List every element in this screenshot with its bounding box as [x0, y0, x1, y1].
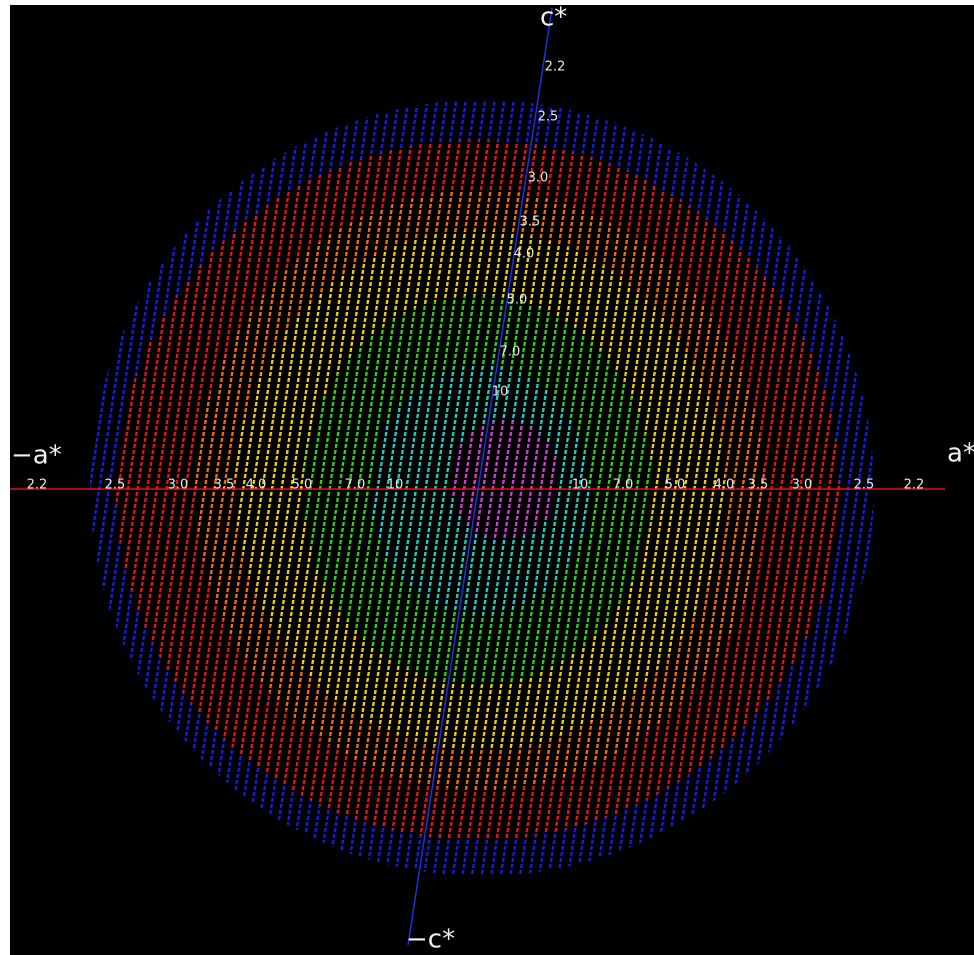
- reflections: [90, 100, 874, 876]
- c-star-axis: [407, 7, 553, 946]
- resolution-label: 5.0: [507, 293, 528, 308]
- resolution-label: 2.2: [27, 478, 48, 493]
- axis-label: −c*: [406, 925, 455, 955]
- resolution-label: 3.5: [748, 478, 769, 493]
- axis-label: a*: [947, 439, 974, 469]
- resolution-label: 3.5: [214, 478, 235, 493]
- axis-label: −a*: [11, 441, 62, 471]
- resolution-label: 2.5: [538, 110, 559, 125]
- resolution-label: 7.0: [613, 478, 634, 493]
- resolution-label: 10: [387, 478, 404, 493]
- resolution-label: 10: [492, 385, 509, 400]
- resolution-label: 2.2: [904, 478, 925, 493]
- resolution-labels: 2.2 2.5 3.0 3.5 4.0 5.0 7.0 10 10 7.0 5.0 4.0 3.5 3.0…: [27, 60, 925, 493]
- resolution-label: 2.5: [105, 478, 126, 493]
- resolution-label: 3.0: [528, 171, 549, 186]
- resolution-label: 4.0: [514, 247, 535, 262]
- resolution-label: 3.0: [168, 478, 189, 493]
- resolution-label: 7.0: [345, 478, 366, 493]
- resolution-label: 3.0: [792, 478, 813, 493]
- resolution-label: 5.0: [665, 478, 686, 493]
- axis-label: c*: [540, 3, 567, 33]
- resolution-label: 2.5: [854, 478, 875, 493]
- resolution-label: 3.5: [520, 215, 541, 230]
- resolution-label: 2.2: [545, 60, 566, 75]
- resolution-label: 10: [572, 478, 589, 493]
- resolution-label: 5.0: [292, 478, 313, 493]
- resolution-label: 4.0: [246, 478, 267, 493]
- resolution-label: 7.0: [500, 345, 521, 360]
- resolution-label: 4.0: [714, 478, 735, 493]
